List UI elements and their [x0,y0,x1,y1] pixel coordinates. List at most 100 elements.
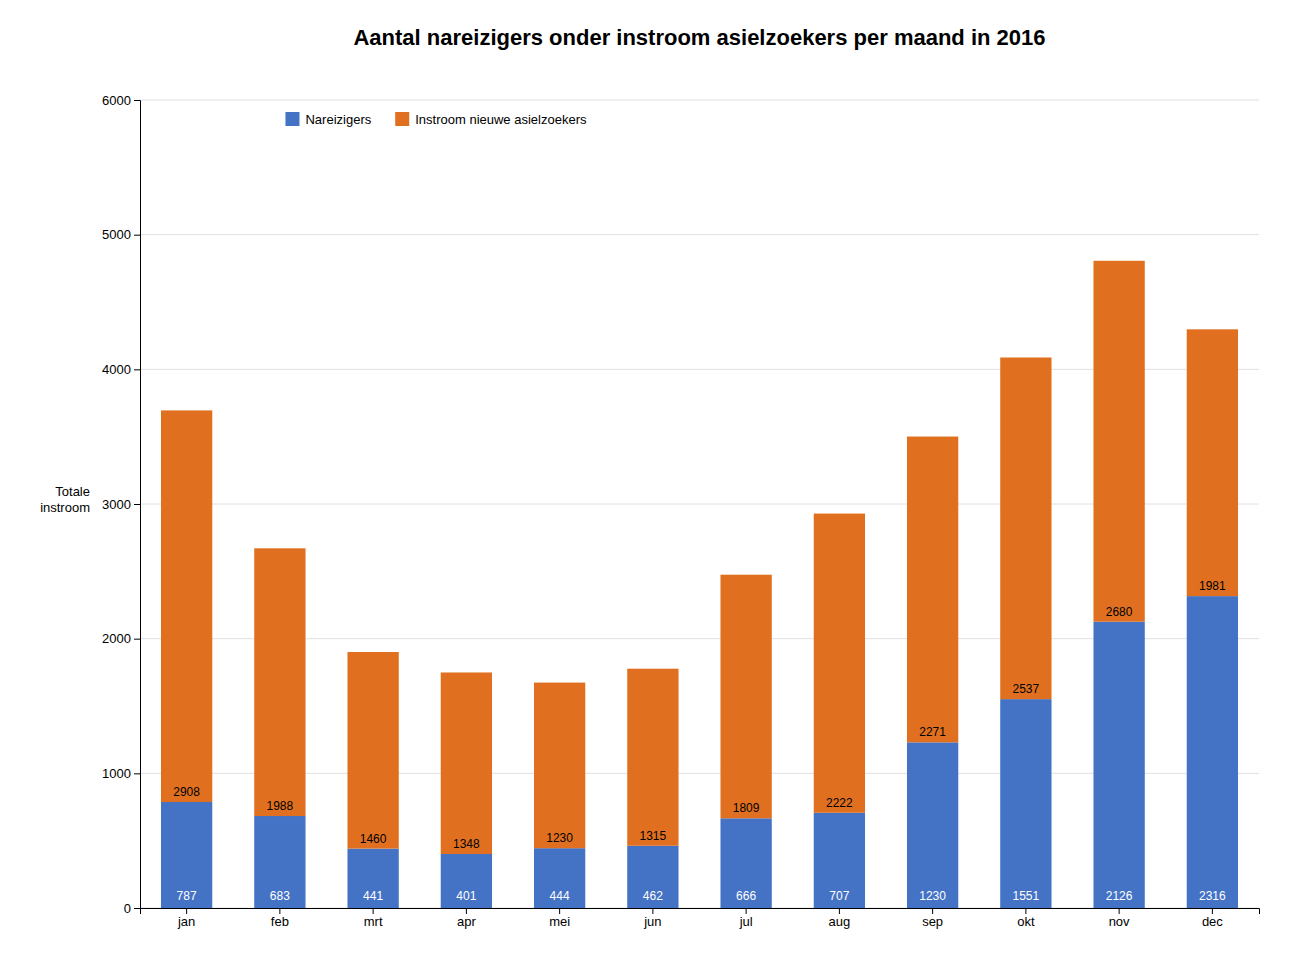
x-axis: jan feb mrt apr mei jun jul aug sep okt nov dec [141,908,1260,929]
data-label: 444 [550,889,570,903]
tick: jul [739,908,753,929]
data-label: 2680 [1106,605,1133,619]
data-label: 462 [643,889,663,903]
bar [814,514,865,813]
tick: 0 [124,901,140,916]
data-label: 401 [456,889,476,903]
tick-mark [134,100,140,101]
tick-label: jul [739,914,753,929]
data-label: 441 [363,889,383,903]
bar [720,575,771,819]
legend-item: Nareizigers [285,112,371,127]
tick-label: mei [549,914,570,929]
bar [254,816,305,908]
tick: 1000 [102,766,140,781]
tick-mark [279,908,280,914]
tick: okt [1017,908,1035,929]
data-label: 2126 [1106,889,1133,903]
tick: jun [643,908,661,929]
data-label: 2316 [1199,889,1226,903]
tick-label: sep [922,914,943,929]
tick: 2000 [102,631,140,646]
tick-label: aug [829,914,851,929]
bar [441,854,492,908]
tick-label: 1000 [102,766,131,781]
tick-label: nov [1109,914,1130,929]
data-label: 707 [829,889,849,903]
chart: 0100020003000400050006000janfebmrtaprmei… [0,0,1299,968]
legend-label: Nareizigers [305,112,371,127]
tick-label: jan [177,914,195,929]
tick-label: 2000 [102,631,131,646]
tick-mark [134,773,140,774]
data-label: 1988 [267,799,294,813]
data-label: 2222 [826,796,853,810]
tick-mark [134,504,140,505]
data-label: 1348 [453,837,480,851]
bar [1000,699,1051,908]
tick: mrt [364,908,383,929]
axis-title: Totaleinstroom [40,484,90,515]
bar [161,410,212,802]
tick-mark [186,908,187,914]
grid-line [140,369,1259,370]
bar [627,669,678,846]
tick-mark [134,908,140,909]
bar [347,652,398,849]
tick: mei [549,908,570,929]
axis-line [141,909,1260,915]
tick-label: 0 [124,901,131,916]
legend-item: Instroom nieuwe asielzoekers [395,112,587,127]
bar [1093,261,1144,622]
data-label: 2271 [919,725,946,739]
data-label: 1230 [546,831,573,845]
bar [534,683,585,849]
legend-label: Instroom nieuwe asielzoekers [415,112,587,127]
bars [161,261,1238,908]
bar [347,849,398,908]
tick: 6000 [102,93,140,108]
bar [1187,329,1238,596]
bar [254,548,305,816]
tick: aug [829,908,851,929]
data-label: 683 [270,889,290,903]
bar [1093,622,1144,908]
data-label: 1809 [733,801,760,815]
tick-mark [373,908,374,914]
data-labels: 7876834414014444626667071230155121262316… [173,579,1226,903]
tick: 3000 [102,497,140,512]
tick: feb [271,908,289,929]
plot: 0100020003000400050006000janfebmrtaprmei… [102,93,1259,930]
grid-line [140,504,1259,505]
grid-line [140,234,1259,235]
bar [627,846,678,908]
bar [720,818,771,908]
tick-mark [1119,908,1120,914]
tick-label: jun [643,914,661,929]
grid-line [140,100,1259,101]
tick-mark [559,908,560,914]
tick-label: apr [457,914,476,929]
tick: dec [1202,908,1223,929]
tick-label: 4000 [102,362,131,377]
tick-mark [839,908,840,914]
bar [907,742,958,908]
tick-mark [134,639,140,640]
tick: 4000 [102,362,140,377]
tick-label: feb [271,914,289,929]
axis-line [134,101,141,909]
tick: nov [1109,908,1130,929]
bar [441,672,492,854]
bar [1187,596,1238,908]
tick-mark [1025,908,1026,914]
bar [161,802,212,908]
series [161,596,1238,908]
bar [1000,357,1051,699]
tick: apr [457,908,476,929]
tick-mark [134,235,140,236]
tick-label: 6000 [102,93,131,108]
tick-mark [134,369,140,370]
title: Aantal nareizigers onder instroom asielz… [353,25,1045,50]
data-label: 1981 [1199,579,1226,593]
bar [814,813,865,908]
